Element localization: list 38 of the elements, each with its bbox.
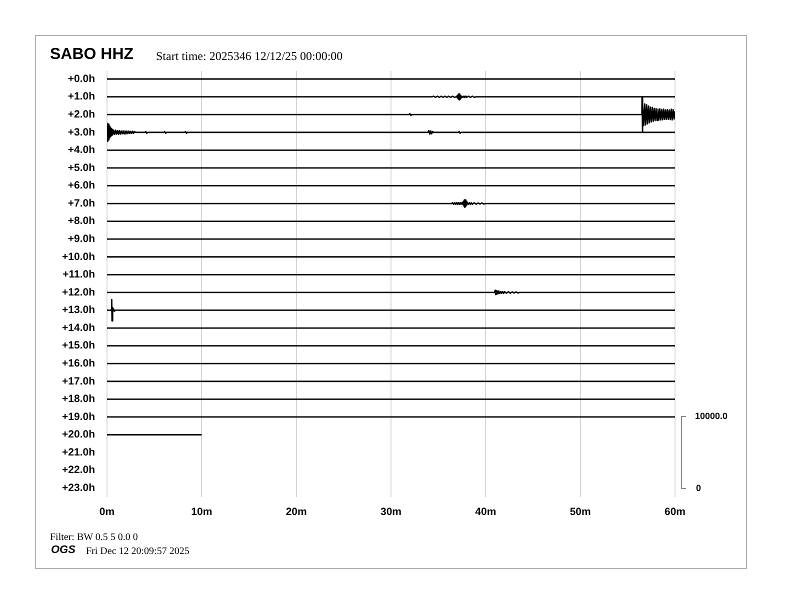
y-tick-label: +11.0h [62,268,95,281]
y-tick-label: +8.0h [68,215,95,228]
y-tick-label: +20.0h [62,428,95,441]
y-tick-label: +3.0h [68,126,95,138]
chart-subtitle: Start time: 2025346 12/12/25 00:00:00 [156,49,343,64]
y-tick-label: +5.0h [68,162,95,174]
text: Filter: BW 0.5 5 0.0 0 [50,532,138,543]
y-tick-label: +14.0h [62,322,95,334]
text: 0 [696,483,702,494]
y-tick-label: +15.0h [62,340,95,352]
x-tick-label: 60m [664,506,686,518]
x-tick-label: 50m [570,506,591,518]
text: OGS [51,544,76,556]
y-tick-label: +19.0h [62,410,95,423]
y-tick-label: +1.0h [68,90,95,103]
chart-title: SABO HHZ [50,46,134,64]
y-tick-label: +16.0h [62,357,95,370]
y-tick-label: +10.0h [62,250,95,263]
x-tick-label: 0m [99,506,115,518]
x-tick-label: 30m [380,506,402,518]
y-tick-label: +0.0h [68,72,95,85]
y-tick-label: +12.0h [62,286,95,298]
x-tick-label: 20m [286,506,307,518]
y-tick-label: +2.0h [68,108,95,120]
y-tick-label: +18.0h [62,393,95,406]
x-tick-label: 10m [191,506,212,518]
text: 10000.0 [695,411,728,422]
x-tick-label: 40m [475,506,496,518]
y-tick-label: +21.0h [62,446,95,458]
y-tick-label: +4.0h [68,144,95,156]
y-tick-label: +22.0h [62,464,95,476]
y-tick-label: +23.0h [62,482,95,494]
y-tick-label: +13.0h [62,304,95,316]
text: Fri Dec 12 20:09:57 2025 [86,546,190,557]
y-tick-label: +6.0h [68,180,95,192]
y-tick-label: +9.0h [68,232,95,245]
y-tick-label: +7.0h [68,197,95,210]
y-tick-label: +17.0h [62,375,95,388]
